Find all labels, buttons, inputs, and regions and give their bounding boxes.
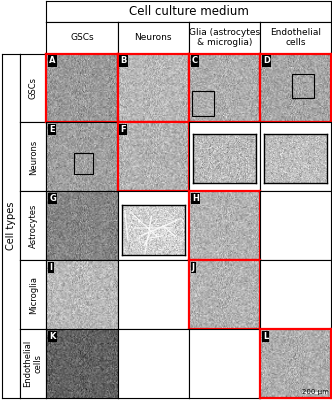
Text: Neurons: Neurons [29,139,38,174]
Text: C: C [192,56,198,65]
Text: D: D [263,56,270,65]
Text: Neurons: Neurons [134,33,172,42]
Text: F: F [121,125,126,134]
Text: Cell types: Cell types [6,202,16,250]
Text: Glia (astrocytes
& microglia): Glia (astrocytes & microglia) [189,28,260,47]
Text: 200 μm: 200 μm [302,388,329,394]
Text: G: G [49,194,56,203]
Text: B: B [121,56,127,65]
Bar [74,154,94,174]
Text: L: L [263,332,268,341]
Bar [193,92,214,116]
Text: E: E [49,125,55,134]
Text: Microglia: Microglia [29,276,38,314]
Text: I: I [49,263,52,272]
Text: Endothelial
cells: Endothelial cells [270,28,321,47]
Text: Astrocytes: Astrocytes [29,204,38,248]
Text: Cell culture medium: Cell culture medium [129,5,249,18]
Text: H: H [192,194,199,203]
Text: Endothelial
cells: Endothelial cells [24,340,43,387]
Text: GSCs: GSCs [29,77,38,99]
Text: GSCs: GSCs [70,33,94,42]
Bar [292,74,313,98]
Text: A: A [49,56,56,65]
Text: J: J [192,263,195,272]
Text: K: K [49,332,56,341]
